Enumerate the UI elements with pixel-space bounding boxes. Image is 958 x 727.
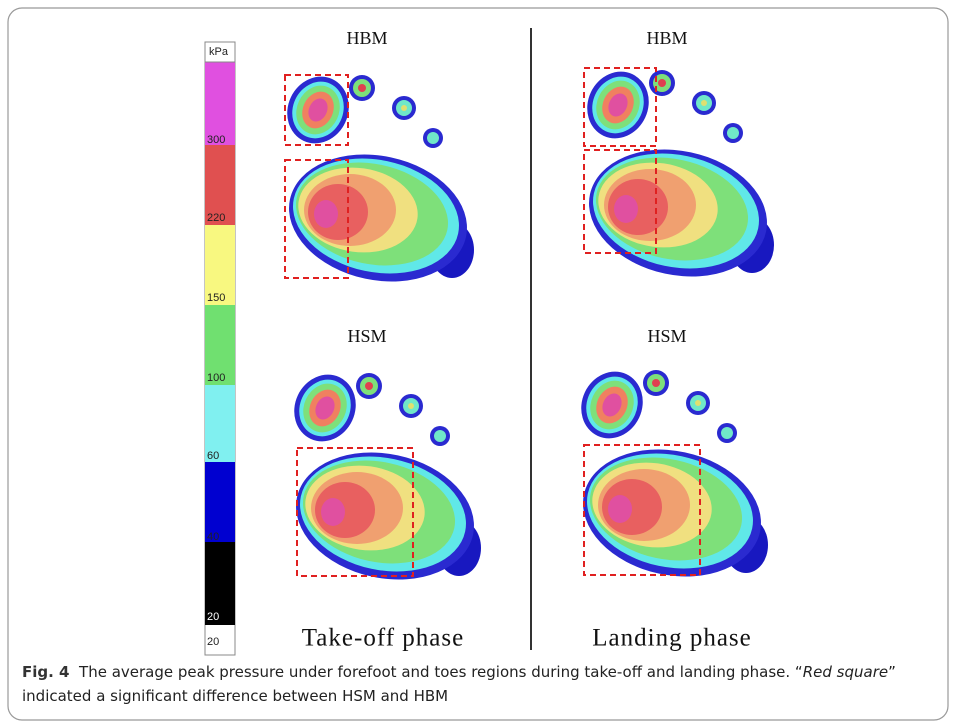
scale-unit: kPa bbox=[209, 46, 229, 58]
scale-label: 60 bbox=[207, 450, 219, 462]
caption: Fig. 4 The average peak pressure under f… bbox=[22, 660, 922, 708]
phase-label: Take-off phase bbox=[302, 625, 464, 652]
panel-title: HBM bbox=[346, 28, 387, 48]
scale-label: 20 bbox=[207, 636, 219, 648]
phase-label: Landing phase bbox=[592, 625, 751, 652]
caption-text: The average peak pressure under forefoot… bbox=[79, 663, 803, 681]
figure: kPa HBM HBM HSM HSM Take-off phase Landi… bbox=[0, 0, 958, 727]
caption-label: Fig. 4 bbox=[22, 663, 69, 681]
scale-label: 300 bbox=[207, 134, 225, 146]
scale-label: 220 bbox=[207, 212, 225, 224]
caption-emphasis: Red square bbox=[803, 663, 888, 681]
figure-border bbox=[8, 8, 948, 720]
foot-map bbox=[276, 67, 478, 298]
scale-label: 40 bbox=[207, 531, 219, 543]
scale-label: 20 bbox=[207, 611, 219, 623]
foot-map bbox=[570, 362, 772, 593]
page: kPa HBM HBM HSM HSM Take-off phase Landi… bbox=[0, 0, 958, 727]
foot-map bbox=[283, 365, 485, 596]
panel-title: HSM bbox=[347, 326, 386, 346]
scale-label: 100 bbox=[207, 372, 225, 384]
foot-map bbox=[576, 62, 778, 293]
panel-title: HSM bbox=[647, 326, 686, 346]
panel-title: HBM bbox=[646, 28, 687, 48]
scale-label: 150 bbox=[207, 292, 225, 304]
